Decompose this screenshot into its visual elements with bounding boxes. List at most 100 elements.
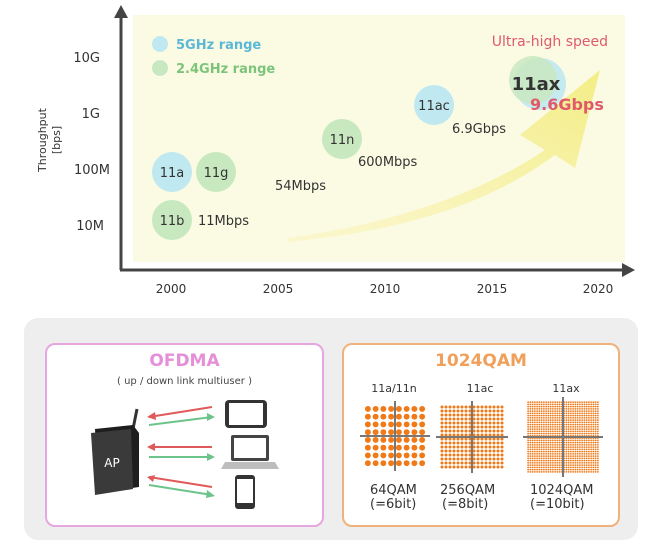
qam-dot (592, 464, 595, 467)
qam-dot (472, 465, 476, 469)
qam-dot (440, 421, 444, 425)
qam-dot (542, 443, 545, 446)
qam-dot (533, 450, 536, 453)
qam-dot (529, 455, 532, 458)
qam-dot (440, 445, 444, 449)
qam-dot (569, 428, 572, 431)
qam-dot (585, 405, 588, 408)
qam-dot (572, 450, 575, 453)
qam-dot (538, 419, 541, 422)
qam-dot (500, 465, 504, 469)
qam-dot (444, 429, 448, 433)
qam-dot (596, 421, 599, 424)
qam-dot (565, 448, 568, 451)
qam-dot (419, 436, 426, 443)
qam-dot (448, 461, 452, 465)
qam-dot (484, 429, 488, 433)
qam-dot (574, 421, 577, 424)
qam-dot (565, 457, 568, 460)
qam-dot (554, 455, 557, 458)
qam-dot (551, 464, 554, 467)
qam-dot (464, 421, 468, 425)
qam-dot (533, 407, 536, 410)
qam-dot (538, 439, 541, 442)
qam-dot (488, 421, 492, 425)
qam-dot (536, 459, 539, 462)
qam-dot (551, 455, 554, 458)
qam-dot (538, 457, 541, 460)
qam-dot (452, 409, 456, 413)
qam-dot (540, 423, 543, 426)
qam-dot (578, 405, 581, 408)
qam-dot (554, 439, 557, 442)
qam-dot (460, 449, 464, 453)
qam-dot (464, 457, 468, 461)
qam-dot (569, 448, 572, 451)
qam-dot (549, 432, 552, 435)
qam-dot (556, 455, 559, 458)
qam-dot (581, 441, 584, 444)
qam-dot (556, 466, 559, 469)
qam-dot (460, 453, 464, 457)
qam-dot (440, 429, 444, 433)
qam-dot (492, 453, 496, 457)
qam-dot (587, 459, 590, 462)
qam-dot (527, 446, 530, 449)
qam-dot (533, 466, 536, 469)
qam-dot (569, 452, 572, 455)
qam-dot (444, 425, 448, 429)
qam-dot (556, 425, 559, 428)
qam-dot (500, 433, 504, 437)
qam-dot (581, 412, 584, 415)
qam-dot (456, 421, 460, 425)
qam-dot (574, 412, 577, 415)
ofdma-subtitle: ( up / down link multiuser ) (117, 376, 252, 387)
qam-dot (594, 407, 597, 410)
qam-dot (576, 430, 579, 433)
qam-dot (585, 459, 588, 462)
qam-dot (533, 428, 536, 431)
qam-dot (585, 457, 588, 460)
arrow-down-tablet (148, 406, 213, 418)
qam-dot (578, 419, 581, 422)
qam-dot (567, 446, 570, 449)
qam-dot (456, 425, 460, 429)
y-tick-100m: 100M (74, 163, 110, 178)
qam-dot (565, 441, 568, 444)
qam-dot (583, 412, 586, 415)
qam-dot (567, 450, 570, 453)
qam-dot (578, 452, 581, 455)
qam-dot (547, 455, 550, 458)
qam-dot (574, 457, 577, 460)
qam-dot (531, 450, 534, 453)
qam-dot (540, 464, 543, 467)
qam-dot (531, 405, 534, 408)
qam-dot (364, 452, 371, 459)
qam-dot (464, 445, 468, 449)
qam-dot (556, 439, 559, 442)
qam-dot (549, 419, 552, 422)
qam-dot (551, 466, 554, 469)
qam-dot (468, 465, 472, 469)
qam-dot (500, 417, 504, 421)
qam-dot (472, 413, 476, 417)
qam-dot (480, 453, 484, 457)
qam-dot (484, 417, 488, 421)
qam-dot (395, 405, 402, 412)
qam-dot (576, 423, 579, 426)
qam-dot (468, 429, 472, 433)
qam-dot (551, 412, 554, 415)
qam-dot (527, 412, 530, 415)
qam-dot (574, 425, 577, 428)
qam-dot (594, 439, 597, 442)
qam-dot (585, 419, 588, 422)
qam-dot (567, 401, 570, 404)
qam-header-11ax: 11ax (552, 382, 580, 395)
qam-dot (592, 421, 595, 424)
qam-1024-bits: (=10bit) (530, 497, 585, 512)
qam-dot (496, 429, 500, 433)
qam-dot (581, 439, 584, 442)
ofdma-diagram: AP (91, 400, 279, 509)
qam-dot (452, 433, 456, 437)
qam-dot (565, 428, 568, 431)
